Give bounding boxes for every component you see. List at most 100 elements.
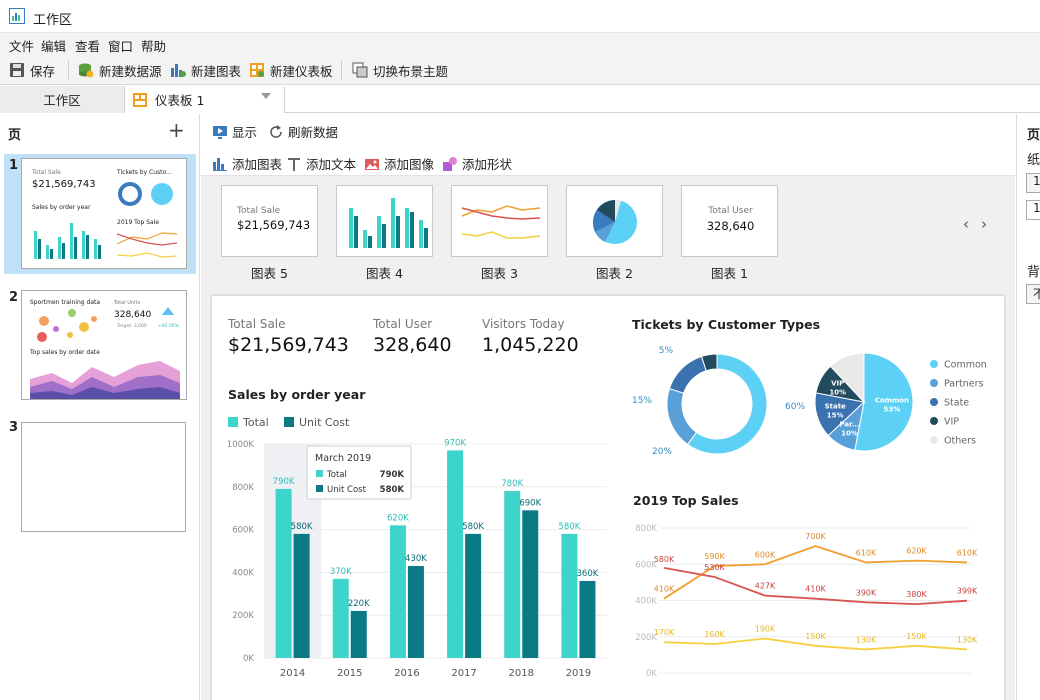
line-value-label: 130K xyxy=(856,635,877,644)
tooltip-swatch xyxy=(316,470,323,477)
bar-unit-cost xyxy=(407,565,424,658)
window-title: 工作区 xyxy=(33,13,73,28)
save-icon xyxy=(9,62,25,78)
chart-card-label: 图表 3 xyxy=(481,266,518,281)
page-number: 2 xyxy=(9,290,19,305)
tooltip-swatch xyxy=(316,485,323,492)
pie-label: 15% xyxy=(827,411,844,419)
menu-edit[interactable]: 编辑 xyxy=(41,39,67,54)
add-page-icon[interactable]: + xyxy=(168,118,185,142)
new-chart-button[interactable]: 新建图表 xyxy=(170,60,241,80)
tooltip-title: March 2019 xyxy=(315,453,371,464)
background-select[interactable]: 不 xyxy=(1026,284,1040,304)
line-value-label: 580K xyxy=(654,555,675,564)
toolbar: 保存 新建数据源 新建图表 新建仪表板 切换布景主题 xyxy=(0,55,1040,85)
donut-slice xyxy=(686,353,768,455)
menu-window[interactable]: 窗口 xyxy=(108,39,134,54)
thumb-kpi-label: Total Units xyxy=(113,300,140,306)
chart-card-1[interactable]: Total User 328,640 xyxy=(681,185,778,257)
pie-legend-label: Partners xyxy=(944,379,984,390)
donut-slice xyxy=(668,355,707,394)
menu-bar: 文件 编辑 查看 窗口 帮助 xyxy=(0,33,1040,55)
tooltip-box xyxy=(306,445,412,500)
bar-value-label: 780K xyxy=(501,479,523,489)
donut-label: 15% xyxy=(632,396,652,406)
add-image-button[interactable]: 添加图像 xyxy=(365,154,434,173)
bar-value-label: 790K xyxy=(273,477,295,487)
line-value-label: 610K xyxy=(957,548,978,557)
tab-dashboard[interactable]: 仪表板 1 xyxy=(125,86,285,113)
kpi-label: Total Sale xyxy=(228,317,286,331)
app-icon xyxy=(9,8,25,24)
chart-card-5[interactable]: Total Sale $21,569,743 xyxy=(221,185,318,257)
toolbar-separator xyxy=(68,60,69,80)
chart-card-4[interactable] xyxy=(336,185,433,257)
background-label: 背 xyxy=(1027,265,1040,280)
display-icon xyxy=(213,125,227,139)
bar-unit-cost xyxy=(522,510,539,658)
bar-value-label: 690K xyxy=(519,498,541,508)
line-series xyxy=(663,566,968,606)
refresh-button[interactable]: 刷新数据 xyxy=(269,122,338,141)
tab-bar: 工作区 仪表板 1 xyxy=(0,86,1040,113)
x-tick-label: 2016 xyxy=(394,668,419,679)
chevron-right-icon[interactable]: › xyxy=(981,215,987,233)
bar-value-label: 360K xyxy=(577,569,599,579)
paper-select[interactable]: 1 xyxy=(1026,173,1040,193)
page-thumbnail-2[interactable]: Sportmen training data Total Units 328,6… xyxy=(21,290,187,400)
dashboard-editor: 显示 刷新数据 添加图表 添加文本 添加图像 添加形状 Total Sale $… xyxy=(201,114,1015,700)
paper-size-input[interactable]: 1, xyxy=(1026,200,1040,220)
line-chart-title: 2019 Top Sales xyxy=(633,493,739,508)
bar-value-label: 580K xyxy=(559,522,581,532)
chart-card-3[interactable] xyxy=(451,185,548,257)
page-thumbnail-1[interactable]: Total Sale $21,569,743 Sales by order ye… xyxy=(21,158,187,269)
line-value-label: 380K xyxy=(906,590,927,599)
switch-theme-button[interactable]: 切换布景主题 xyxy=(352,60,448,80)
charts-svg: Total Unit Cost 0K 200K 400K 600K 800K 1000K 790… xyxy=(227,346,987,679)
save-button[interactable]: 保存 xyxy=(9,60,55,80)
thumb-bars xyxy=(34,223,101,259)
y-tick-label: 600K xyxy=(635,560,657,570)
line-value-label: 600K xyxy=(755,550,776,559)
add-text-button[interactable]: 添加文本 xyxy=(287,154,356,173)
display-button[interactable]: 显示 xyxy=(213,122,257,141)
line-value-label: 590K xyxy=(704,552,725,561)
new-dashboard-button[interactable]: 新建仪表板 xyxy=(249,60,333,80)
add-shape-button[interactable]: 添加形状 xyxy=(443,154,512,173)
chevron-left-icon[interactable]: ‹ xyxy=(963,215,969,233)
bar-unit-cost xyxy=(293,533,310,658)
dashboard-canvas[interactable]: Total Sale $21,569,743 Total User 328,64… xyxy=(212,296,1004,700)
line-value-label: 410K xyxy=(654,585,675,594)
pie-chart-title: Tickets by Customer Types xyxy=(632,317,821,332)
thumb-kpi-value: 328,640 xyxy=(114,310,151,320)
menu-view[interactable]: 查看 xyxy=(75,39,101,54)
line-value-label: 160K xyxy=(704,630,725,639)
thumb-chart-title: 2019 Top Sale xyxy=(117,219,159,226)
legend-swatch-unit-cost xyxy=(284,417,294,427)
menu-file[interactable]: 文件 xyxy=(9,39,35,54)
new-datasource-button[interactable]: 新建数据源 xyxy=(78,60,162,80)
bar-unit-cost xyxy=(579,580,596,658)
card-caption: Total Sale xyxy=(237,206,281,216)
bar-value-label: 620K xyxy=(387,513,409,523)
line-value-label: 150K xyxy=(906,632,927,641)
chart-card-2[interactable] xyxy=(566,185,663,257)
page-thumbnail-3[interactable] xyxy=(21,422,186,532)
text-icon xyxy=(287,157,301,171)
donut-label: 5% xyxy=(659,346,674,356)
card-caption: Total User xyxy=(708,206,753,216)
y-tick-label: 1000K xyxy=(227,440,255,450)
dashboard-add-icon xyxy=(249,62,265,78)
bar-total xyxy=(561,533,578,658)
line-value-label: 130K xyxy=(957,635,978,644)
tab-workspace[interactable]: 工作区 xyxy=(0,86,125,113)
tooltip-row-value: 580K xyxy=(380,485,405,495)
kpi-value: $21,569,743 xyxy=(228,334,349,356)
line-value-label: 530K xyxy=(704,563,725,572)
chevron-down-icon[interactable] xyxy=(261,93,271,99)
bar-total xyxy=(447,450,464,658)
toolbar-separator xyxy=(341,60,342,80)
add-chart-button[interactable]: 添加图表 xyxy=(213,154,282,173)
menu-help[interactable]: 帮助 xyxy=(141,39,167,54)
line-value-label: 390K xyxy=(856,588,877,597)
